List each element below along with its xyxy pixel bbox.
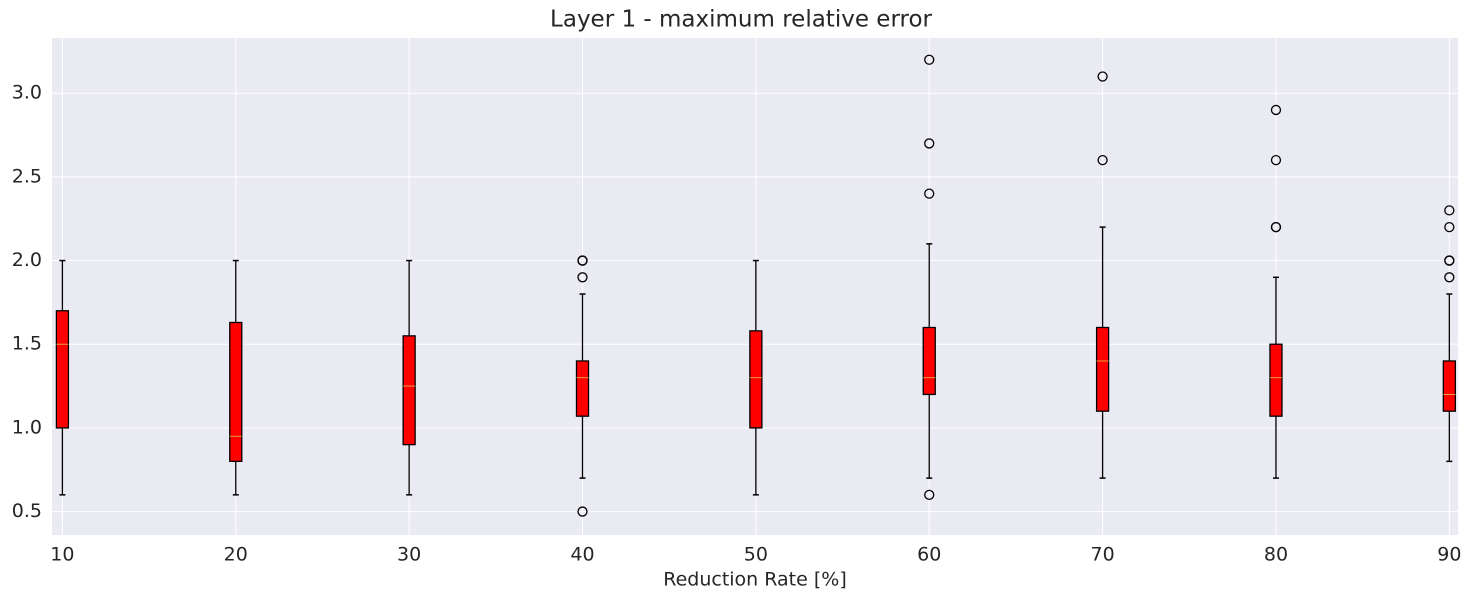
x-tick-label: 30 bbox=[397, 544, 421, 566]
flier bbox=[577, 272, 588, 283]
x-tick-label: 60 bbox=[917, 544, 941, 566]
flier bbox=[577, 506, 588, 517]
flier bbox=[1097, 155, 1108, 166]
flier bbox=[1270, 104, 1282, 116]
flier bbox=[1270, 155, 1282, 166]
y-tick-label: 2.0 bbox=[12, 249, 42, 271]
plot-area bbox=[52, 38, 1458, 535]
flier bbox=[924, 188, 935, 199]
x-axis-label: Reduction Rate [%] bbox=[663, 569, 847, 591]
flier bbox=[1097, 71, 1108, 82]
y-tick-label: 1.5 bbox=[12, 333, 42, 355]
flier bbox=[1270, 221, 1282, 233]
flier bbox=[924, 54, 935, 65]
chart-title: Layer 1 - maximum relative error bbox=[550, 7, 932, 33]
box bbox=[55, 310, 70, 429]
x-tick-label: 20 bbox=[224, 544, 248, 566]
x-tick-label: 90 bbox=[1437, 544, 1461, 566]
flier bbox=[1444, 255, 1455, 266]
box bbox=[922, 326, 936, 396]
flier bbox=[924, 138, 935, 149]
box bbox=[749, 330, 763, 429]
box bbox=[402, 335, 416, 446]
flier bbox=[1444, 272, 1455, 283]
y-tick-label: 1.0 bbox=[12, 416, 42, 438]
y-tick-label: 3.0 bbox=[12, 82, 42, 104]
y-tick-label: 0.5 bbox=[12, 500, 42, 522]
flier bbox=[924, 489, 935, 500]
x-tick-label: 40 bbox=[570, 544, 594, 566]
y-tick-label: 2.5 bbox=[12, 165, 42, 187]
box bbox=[229, 321, 243, 463]
box bbox=[575, 360, 590, 417]
x-tick-label: 80 bbox=[1264, 544, 1288, 566]
flier bbox=[1444, 205, 1455, 216]
box bbox=[1095, 326, 1110, 412]
x-tick-label: 50 bbox=[744, 544, 768, 566]
flier bbox=[1444, 221, 1455, 233]
x-tick-label: 10 bbox=[50, 544, 74, 566]
flier bbox=[577, 255, 588, 266]
x-tick-label: 70 bbox=[1091, 544, 1115, 566]
box bbox=[1269, 343, 1283, 417]
box bbox=[1442, 360, 1456, 412]
